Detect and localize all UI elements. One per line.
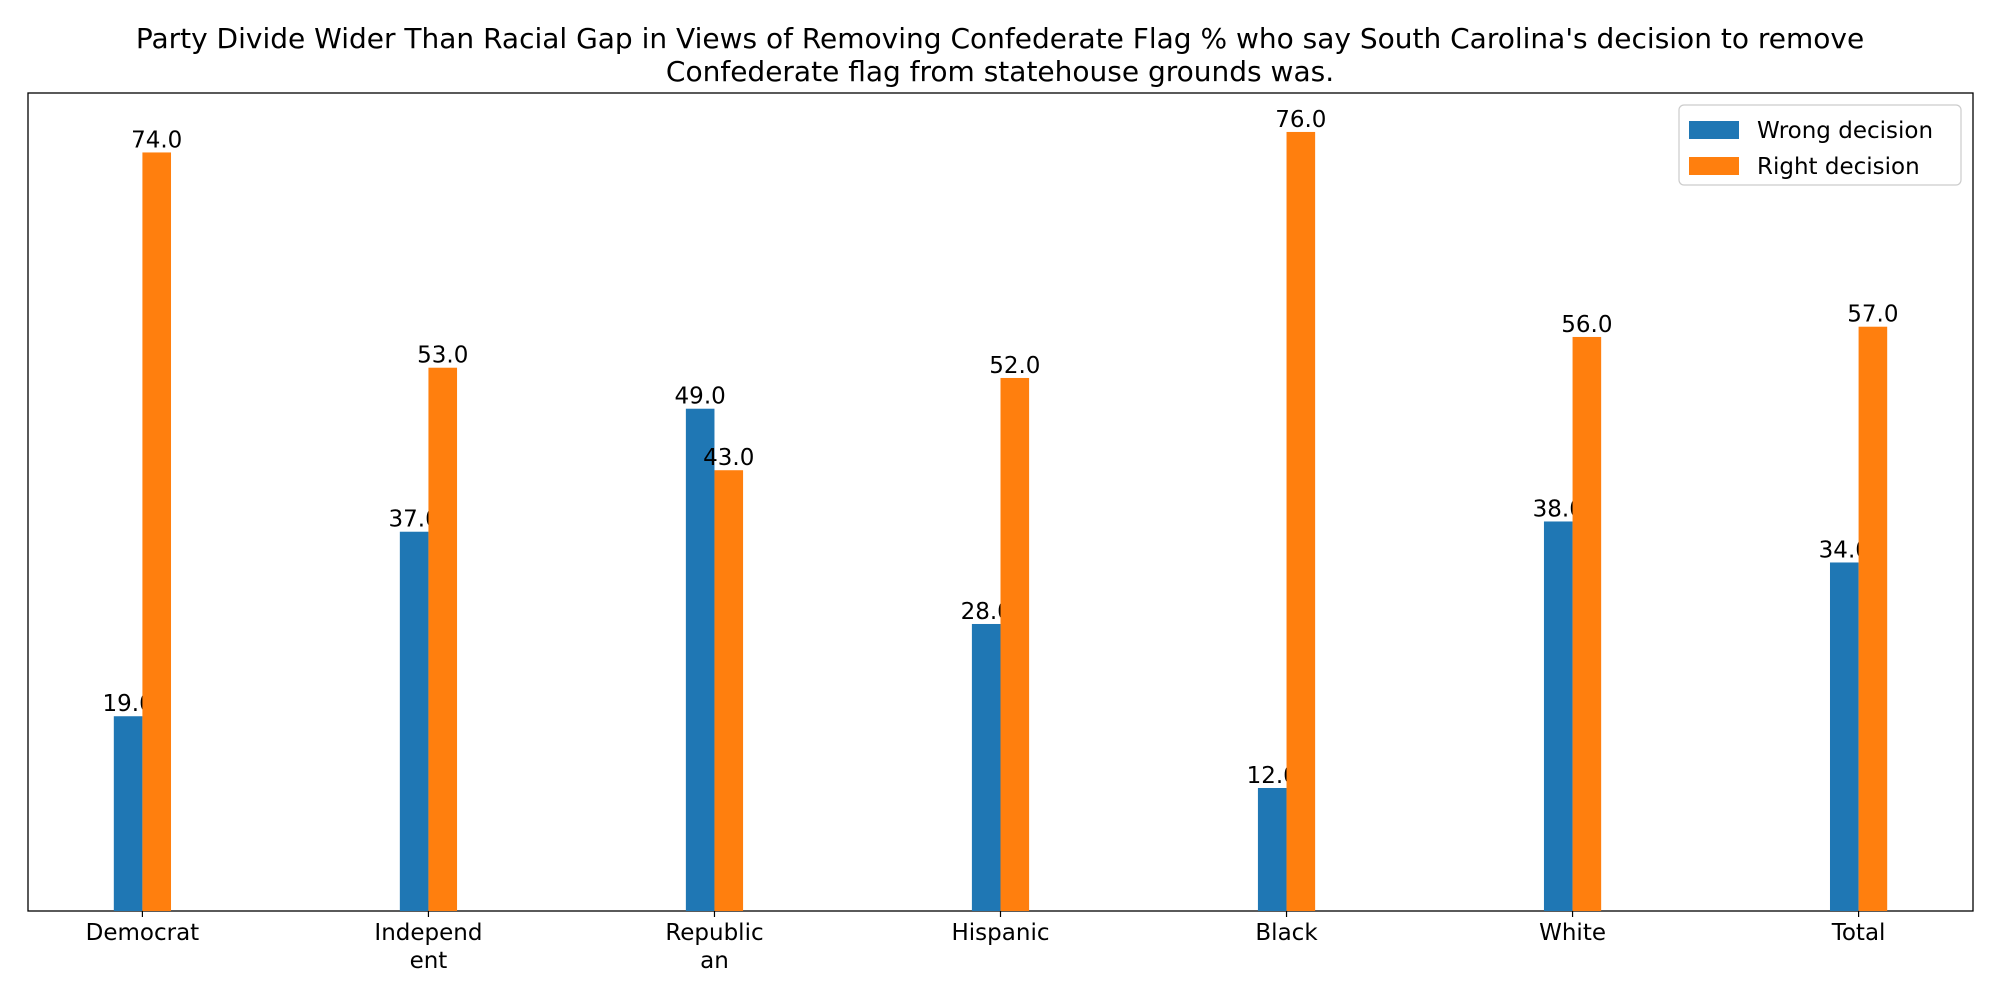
data-label: 56.0 — [1561, 312, 1612, 338]
bar — [428, 367, 458, 911]
legend-box — [1678, 104, 1962, 186]
bar — [142, 152, 172, 912]
bar — [1257, 787, 1287, 911]
x-tick-label: Democrat — [86, 920, 200, 946]
x-tick-label: White — [1539, 920, 1606, 946]
data-label: 74.0 — [131, 127, 182, 153]
bar — [113, 716, 143, 911]
bar — [1572, 336, 1602, 911]
legend-swatch — [1689, 157, 1739, 175]
data-label: 53.0 — [417, 343, 468, 369]
data-label: 57.0 — [1847, 302, 1898, 328]
x-tick-label: Total — [1831, 920, 1886, 946]
bar — [685, 408, 715, 911]
bar — [971, 623, 1001, 911]
data-label: 52.0 — [989, 353, 1040, 379]
legend-label: Right decision — [1757, 154, 1920, 180]
bar — [714, 470, 744, 911]
x-tick-label: Black — [1255, 920, 1318, 946]
legend-label: Wrong decision — [1757, 118, 1933, 144]
bar — [1000, 377, 1030, 911]
bar — [399, 531, 429, 911]
bar — [1543, 521, 1573, 911]
x-tick-label: Independ ent — [374, 920, 482, 974]
chart-title: Party Divide Wider Than Racial Gap in Vi… — [136, 22, 1864, 88]
x-tick-label: Republic an — [665, 920, 763, 974]
data-label: 43.0 — [703, 445, 754, 471]
data-label: 76.0 — [1275, 107, 1326, 133]
bar — [1858, 326, 1888, 911]
legend-swatch — [1689, 121, 1739, 139]
bar — [1286, 131, 1316, 911]
data-label: 49.0 — [675, 384, 726, 410]
x-tick-label: Hispanic — [952, 920, 1050, 946]
bar — [1829, 562, 1859, 911]
